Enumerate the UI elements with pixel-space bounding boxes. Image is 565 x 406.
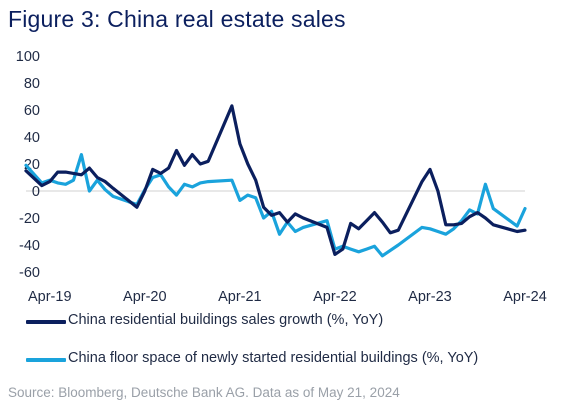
y-tick-label: -60 [19,265,40,281]
x-tick-label: Apr-22 [313,289,357,305]
x-tick-label: Apr-24 [503,289,547,305]
y-tick-label: 60 [24,103,40,119]
chart-title: Figure 3: China real estate sales [8,6,346,32]
legend-label-series-2: China floor space of newly started resid… [68,350,479,366]
x-tick-label: Apr-20 [123,289,167,305]
x-tick-label: Apr-21 [218,289,262,305]
y-tick-label: -40 [19,238,40,254]
y-tick-label: 40 [24,130,40,146]
y-tick-label: 80 [24,76,40,92]
series-line-1 [24,104,527,256]
source-note: Source: Bloomberg, Deutsche Bank AG. Dat… [8,385,400,400]
legend-swatch-series-1 [26,320,66,324]
y-tick-label: 100 [16,49,40,65]
series-line-2 [24,153,527,258]
x-tick-label: Apr-23 [408,289,452,305]
x-tick-label: Apr-19 [28,289,72,305]
legend-label-series-1: China residential buildings sales growth… [68,312,384,328]
y-tick-label: 0 [32,184,40,200]
legend-swatch-series-2 [26,358,66,362]
y-tick-label: -20 [19,211,40,227]
